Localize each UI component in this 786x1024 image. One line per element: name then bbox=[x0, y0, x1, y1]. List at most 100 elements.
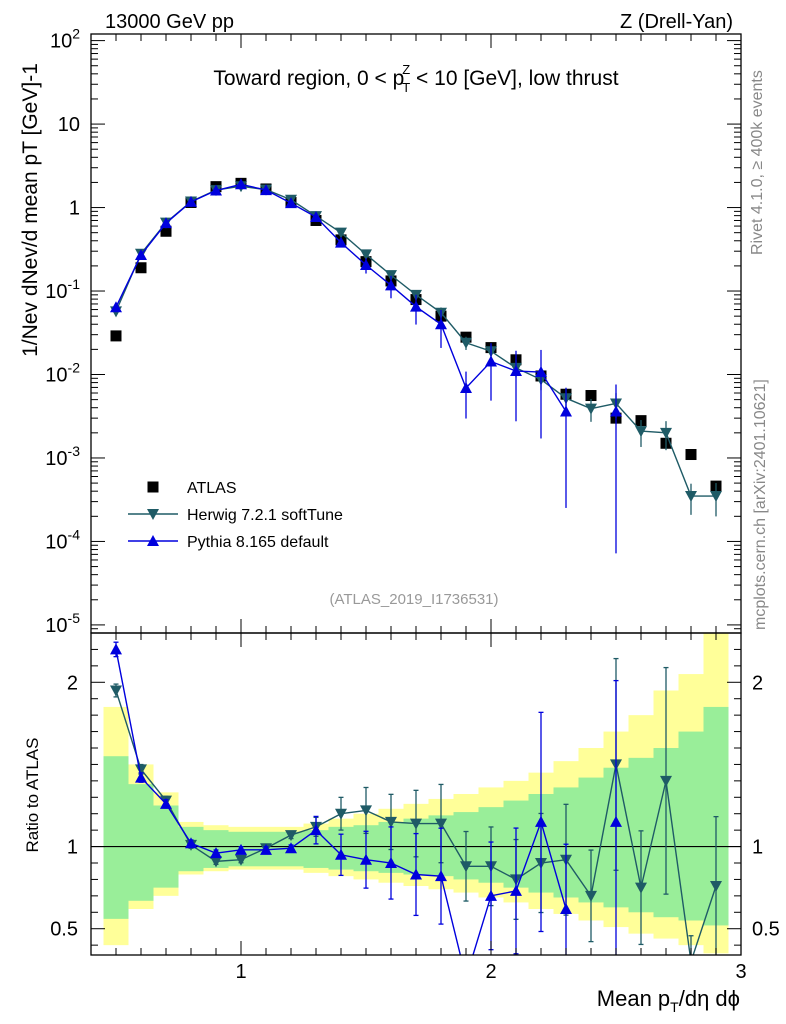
ratio-point-herwig bbox=[210, 856, 222, 868]
ratio-point-herwig bbox=[635, 882, 647, 894]
ratio-point-herwig bbox=[360, 805, 372, 817]
ratio-y-axis-label: Ratio to ATLAS bbox=[23, 738, 42, 853]
ratio-point-herwig bbox=[710, 881, 722, 892]
y-tick-label: 10-5 bbox=[45, 610, 80, 637]
y-tick-label: 102 bbox=[50, 26, 80, 53]
main-point-pythia bbox=[160, 217, 172, 229]
x-tick-label: 2 bbox=[485, 961, 496, 983]
band-inner bbox=[128, 784, 154, 901]
y-tick-label: 10 bbox=[58, 114, 80, 136]
legend-marker-pythia bbox=[147, 535, 159, 546]
band-inner bbox=[678, 731, 704, 921]
ratio-point-pythia bbox=[360, 853, 372, 865]
ratio-point-pythia bbox=[110, 643, 122, 655]
ratio-point-pythia bbox=[210, 847, 222, 859]
main-line-herwig bbox=[115, 185, 716, 497]
chart-layer: 10-5 10-4 10-3 10-2 10-1 1 10 102 0.5 0.5 1 1 2 2 1 2 3 T… bbox=[19, 26, 780, 1015]
main-point-herwig bbox=[460, 337, 472, 349]
x-axis-label: Mean pT/dη dϕ bbox=[597, 986, 740, 1015]
ratio-point-pythia bbox=[560, 903, 572, 914]
main-point-pythia bbox=[135, 249, 147, 261]
band-inner bbox=[103, 756, 129, 919]
main-point-pythia bbox=[285, 197, 297, 209]
main-point-herwig bbox=[685, 491, 697, 503]
ratio-point-pythia bbox=[160, 797, 172, 809]
ratio-point-herwig bbox=[460, 861, 472, 873]
main-point-pythia bbox=[360, 259, 372, 271]
ratio-point-pythia bbox=[410, 868, 422, 880]
ratio-point-pythia bbox=[235, 843, 247, 855]
chart-title: Toward region, 0 < pTZ < 10 [GeV], low t… bbox=[213, 62, 618, 95]
legend: ATLAS Herwig 7.2.1 softTune Pythia 8.165 d… bbox=[128, 480, 343, 551]
x-tick-label: 3 bbox=[735, 961, 746, 983]
ratio-y-tick-label-left: 2 bbox=[67, 672, 78, 694]
main-point-pythia bbox=[185, 195, 197, 207]
ratio-point-pythia bbox=[460, 972, 472, 983]
main-point-pythia bbox=[560, 405, 572, 417]
legend-label-herwig: Herwig 7.2.1 softTune bbox=[187, 507, 343, 524]
ratio-y-tick-label-right: 0.5 bbox=[752, 919, 780, 941]
main-point-atlas bbox=[110, 330, 122, 342]
mcplots-label: mcplots.cern.ch [arXiv:2401.10621] bbox=[752, 379, 769, 630]
main-point-pythia bbox=[460, 381, 472, 393]
main-point-pythia bbox=[485, 355, 497, 367]
legend-marker-herwig bbox=[147, 509, 159, 520]
ratio-series-layer bbox=[110, 641, 722, 983]
legend-label-pythia: Pythia 8.165 default bbox=[187, 534, 329, 551]
main-point-pythia bbox=[335, 236, 347, 248]
ratio-y-tick-label-right: 1 bbox=[752, 837, 763, 859]
y-tick-label: 10-3 bbox=[45, 443, 80, 470]
main-y-axis-label: 1/Nev dNev/d mean pT [GeV]-1 bbox=[19, 63, 42, 357]
ratio-point-pythia bbox=[185, 837, 197, 849]
main-point-pythia bbox=[310, 211, 322, 223]
y-tick-label: 10-4 bbox=[45, 526, 80, 553]
ratio-point-herwig bbox=[685, 957, 697, 968]
x-tick-label: 1 bbox=[235, 961, 246, 983]
y-tick-label: 10-2 bbox=[45, 359, 80, 386]
main-point-herwig bbox=[660, 427, 672, 439]
axis-ticks bbox=[91, 34, 742, 955]
main-point-atlas bbox=[685, 449, 697, 461]
main-point-herwig bbox=[710, 491, 722, 503]
ratio-point-pythia bbox=[435, 870, 447, 882]
main-series-layer bbox=[110, 177, 722, 554]
main-point-atlas bbox=[135, 262, 147, 274]
main-point-atlas bbox=[160, 225, 172, 237]
rivet-version-label: Rivet 4.1.0, ≥ 400k events bbox=[749, 70, 766, 255]
main-point-pythia bbox=[235, 178, 247, 190]
ratio-point-pythia bbox=[135, 771, 147, 783]
ratio-point-pythia bbox=[335, 848, 347, 860]
ratio-y-tick-label-left: 1 bbox=[67, 837, 78, 859]
main-point-pythia bbox=[535, 366, 547, 378]
process-label: Z (Drell-Yan) bbox=[620, 11, 733, 33]
ratio-point-pythia bbox=[310, 824, 322, 836]
legend-marker-atlas bbox=[147, 481, 159, 493]
main-point-pythia bbox=[435, 318, 447, 330]
ratio-point-herwig bbox=[660, 775, 672, 787]
main-point-pythia bbox=[610, 405, 622, 417]
main-point-pythia bbox=[410, 300, 422, 312]
ratio-point-pythia bbox=[285, 842, 297, 854]
y-tick-label: 10-1 bbox=[45, 276, 80, 303]
y-tick-label: 1 bbox=[69, 198, 80, 220]
analysis-tag: (ATLAS_2019_I1736531) bbox=[329, 591, 498, 608]
ratio-point-pythia bbox=[610, 815, 622, 827]
main-point-pythia bbox=[385, 279, 397, 291]
ratio-point-herwig bbox=[285, 830, 297, 842]
legend-label-atlas: ATLAS bbox=[187, 480, 237, 497]
ratio-point-herwig bbox=[335, 808, 347, 820]
main-point-pythia bbox=[260, 184, 272, 196]
collision-label: 13000 GeV pp bbox=[105, 11, 234, 33]
ratio-y-tick-label-right: 2 bbox=[752, 672, 763, 694]
main-point-herwig bbox=[585, 403, 597, 415]
ratio-point-herwig bbox=[135, 764, 147, 776]
ratio-point-pythia bbox=[485, 889, 497, 901]
main-point-herwig bbox=[335, 227, 347, 239]
main-point-pythia bbox=[110, 301, 122, 313]
ratio-point-pythia bbox=[260, 843, 272, 855]
ratio-point-pythia bbox=[385, 857, 397, 868]
ratio-y-tick-label-left: 0.5 bbox=[50, 919, 78, 941]
ratio-point-herwig bbox=[410, 818, 422, 830]
ratio-point-herwig bbox=[385, 816, 397, 828]
